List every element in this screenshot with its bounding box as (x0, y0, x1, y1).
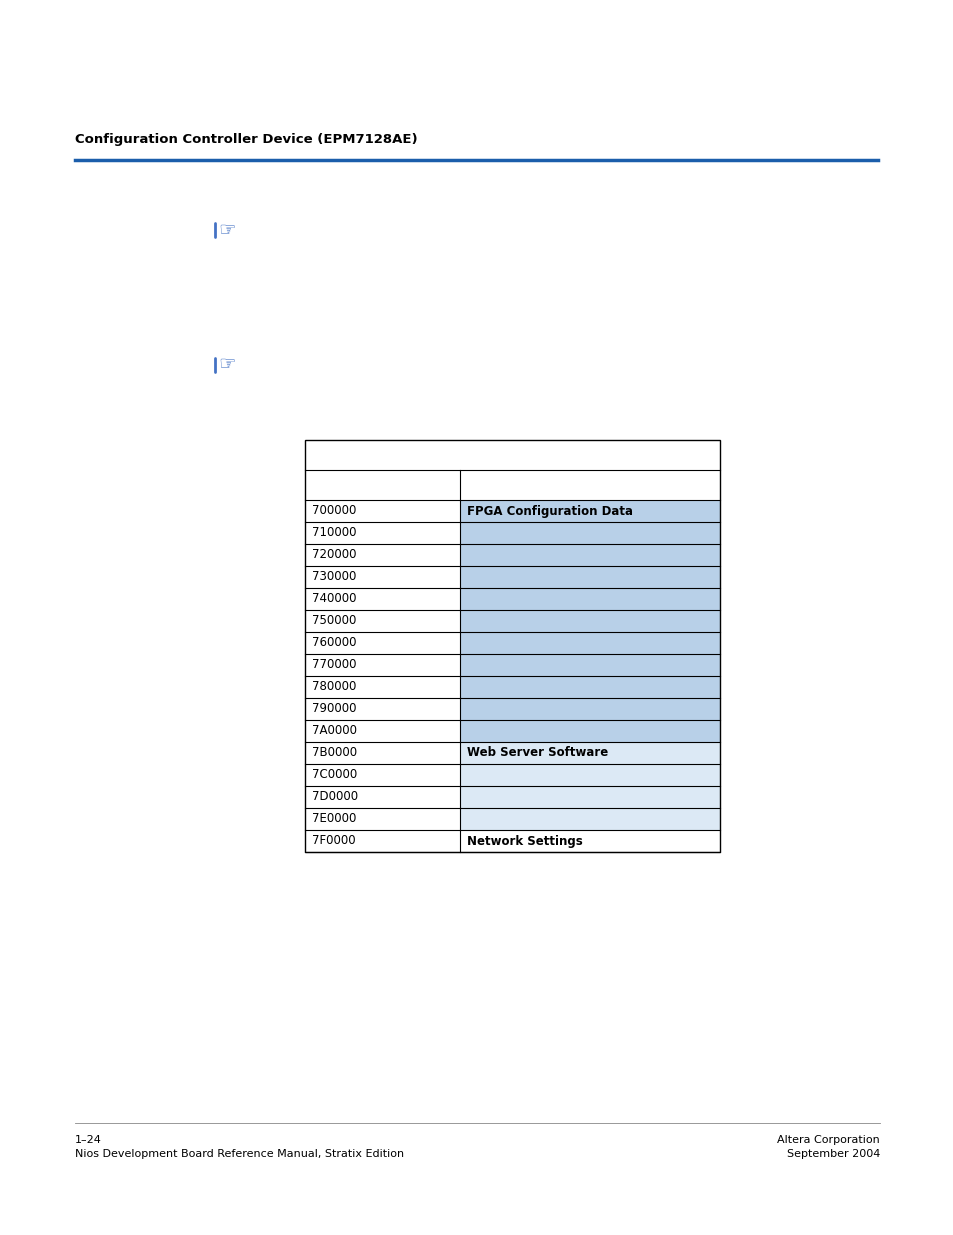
Text: 7D0000: 7D0000 (312, 790, 357, 804)
Bar (459, 566, 720, 588)
Text: 720000: 720000 (312, 548, 356, 562)
Text: 730000: 730000 (312, 571, 356, 583)
Text: 790000: 790000 (312, 703, 356, 715)
Bar (459, 500, 720, 522)
Text: 760000: 760000 (312, 636, 356, 650)
Text: 1–24: 1–24 (75, 1135, 102, 1145)
Bar (459, 742, 720, 764)
Bar (305, 440, 720, 852)
Text: ☞: ☞ (218, 356, 235, 374)
Bar (459, 632, 720, 655)
Bar (459, 588, 720, 610)
Text: 7A0000: 7A0000 (312, 725, 356, 737)
Text: 710000: 710000 (312, 526, 356, 540)
Text: 7F0000: 7F0000 (312, 835, 355, 847)
Text: Altera Corporation: Altera Corporation (777, 1135, 879, 1145)
Text: 740000: 740000 (312, 593, 356, 605)
Bar (459, 720, 720, 742)
Bar (459, 522, 720, 543)
Text: FPGA Configuration Data: FPGA Configuration Data (467, 505, 633, 517)
Bar (459, 698, 720, 720)
Text: Configuration Controller Device (EPM7128AE): Configuration Controller Device (EPM7128… (75, 133, 417, 146)
Text: 7E0000: 7E0000 (312, 813, 356, 825)
Text: 700000: 700000 (312, 505, 356, 517)
Bar (459, 610, 720, 632)
Text: ☞: ☞ (218, 221, 235, 240)
Text: September 2004: September 2004 (786, 1149, 879, 1158)
Bar (305, 440, 720, 852)
Bar (459, 676, 720, 698)
Text: 770000: 770000 (312, 658, 356, 672)
Bar (459, 764, 720, 785)
Bar (459, 655, 720, 676)
Text: 7B0000: 7B0000 (312, 746, 356, 760)
Text: Nios Development Board Reference Manual, Stratix Edition: Nios Development Board Reference Manual,… (75, 1149, 404, 1158)
Bar (459, 543, 720, 566)
Text: 780000: 780000 (312, 680, 356, 694)
Bar (459, 785, 720, 808)
Text: 7C0000: 7C0000 (312, 768, 356, 782)
Bar (459, 808, 720, 830)
Bar (459, 830, 720, 852)
Text: Network Settings: Network Settings (467, 835, 582, 847)
Text: 750000: 750000 (312, 615, 356, 627)
Text: Web Server Software: Web Server Software (467, 746, 608, 760)
